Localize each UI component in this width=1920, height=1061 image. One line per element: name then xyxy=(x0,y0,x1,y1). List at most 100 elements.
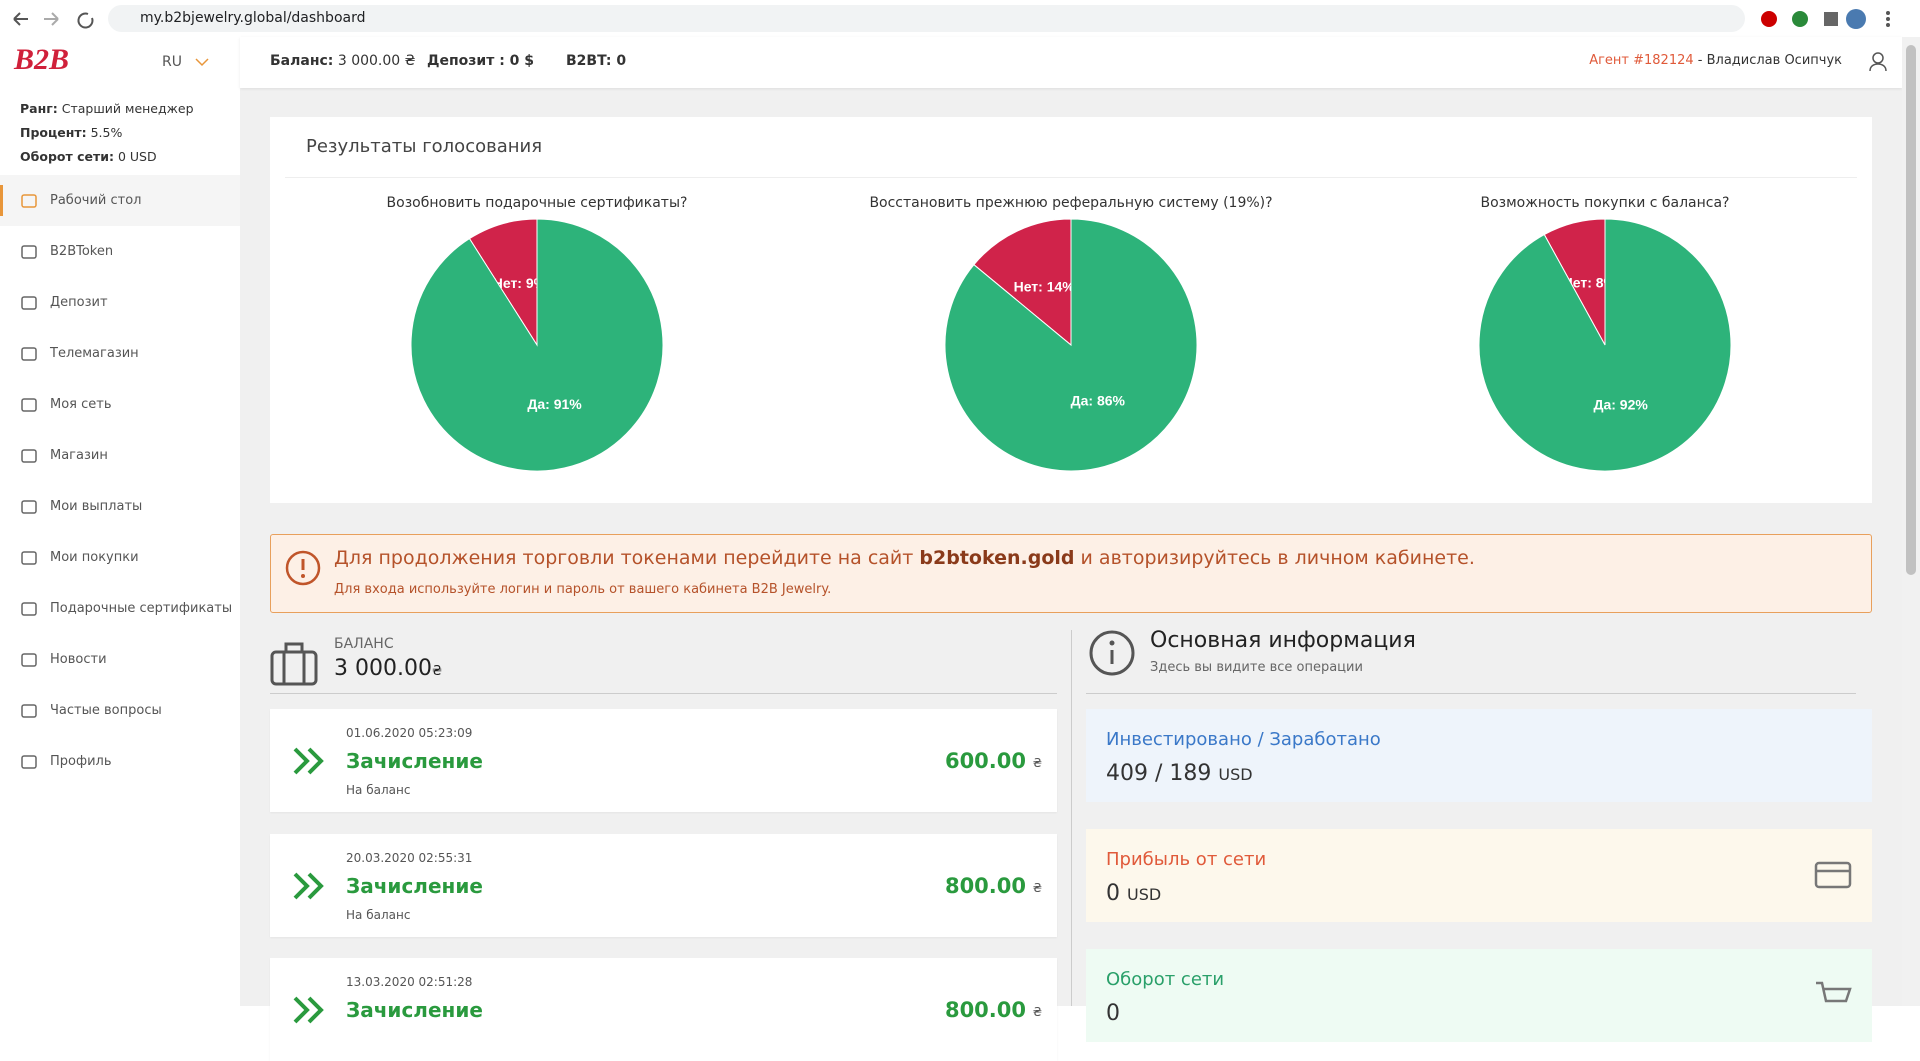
pie-title: Восстановить прежнюю реферальную систему… xyxy=(869,195,1272,211)
slice-label: Да: 92% xyxy=(1593,397,1648,413)
menu-label: Мои покупки xyxy=(50,550,139,565)
balance-amount: 3 000.00₴ xyxy=(334,656,442,681)
menu-item[interactable]: Рабочий стол xyxy=(0,175,240,226)
user[interactable]: Агент #182124 - Владислав Осипчук xyxy=(1589,53,1842,68)
deposit[interactable]: Депозит : 0 $ xyxy=(427,53,535,69)
menu-icon xyxy=(21,347,37,361)
menu-item[interactable]: Моя сеть xyxy=(0,379,240,430)
extensions[interactable] xyxy=(1760,8,1900,30)
info-title: Основная информация xyxy=(1150,628,1416,653)
menu-icon xyxy=(21,296,37,310)
balance-value: 3 000.00 xyxy=(334,656,432,681)
tx-subtitle: На баланс xyxy=(346,783,411,797)
stat-value: 5.5% xyxy=(90,125,123,140)
notice-text-before: Для продолжения торговли токенами перейд… xyxy=(334,547,914,569)
menu-item[interactable]: Подарочные сертификаты xyxy=(0,583,240,634)
card-icon xyxy=(1816,981,1852,1003)
menu-item[interactable]: Депозит xyxy=(0,277,240,328)
slice-label: Да: 86% xyxy=(1071,393,1126,409)
stat-value: 0 USD xyxy=(117,149,157,164)
transaction: 13.03.2020 02:51:28 Зачисление 800.00 ₴ xyxy=(270,958,1057,1061)
nav-buttons[interactable] xyxy=(10,8,95,30)
address-bar[interactable]: my.b2bjewelry.global/dashboard xyxy=(108,5,1745,32)
tx-title: Зачисление xyxy=(346,998,483,1022)
transaction: 20.03.2020 02:55:31 Зачисление На баланс 80… xyxy=(270,834,1057,937)
logo[interactable]: B2B xyxy=(14,43,70,76)
divider xyxy=(1071,630,1072,1006)
arrow-icon xyxy=(293,872,324,900)
unit: USD xyxy=(1218,765,1253,784)
menu-icon xyxy=(21,449,37,463)
pie-slice xyxy=(1478,218,1732,472)
notice-link[interactable]: b2btoken.gold xyxy=(919,547,1075,569)
menu-item[interactable]: Новости xyxy=(0,634,240,685)
transaction: 01.06.2020 05:23:09 Зачисление На баланс 60… xyxy=(270,709,1057,812)
top-bar: Баланс: 3 000.00 ₴ Депозит : 0 $ B2BT: 0… xyxy=(240,37,1902,88)
tx-currency: ₴ xyxy=(1032,756,1042,770)
b2bt: B2BT: 0 xyxy=(566,53,627,69)
user-icon[interactable] xyxy=(1868,51,1888,73)
menu-icon xyxy=(21,653,37,667)
slice-label: Да: 91% xyxy=(527,396,582,412)
notice-text: Для продолжения торговли токенами перейд… xyxy=(334,547,1475,569)
stats: Ранг: Старший менеджер Процент: 5.5% Оборо… xyxy=(20,97,194,169)
balance: Баланс: 3 000.00 ₴ xyxy=(270,53,415,69)
notice: Для продолжения торговли токенами перейд… xyxy=(270,534,1872,613)
pie-slice xyxy=(944,218,1198,472)
menu-item[interactable]: Частые вопросы xyxy=(0,685,240,736)
balance-icon xyxy=(270,642,318,686)
agent: Агент #182124 xyxy=(1589,53,1694,68)
tx-title: Зачисление xyxy=(346,749,483,773)
tx-subtitle: На баланс xyxy=(346,908,411,922)
stat-label: Оборот сети: xyxy=(20,149,114,164)
language[interactable]: RU xyxy=(162,54,182,70)
divider xyxy=(1086,693,1856,694)
menu-icon xyxy=(21,500,37,514)
info-card-title: Прибыль от сети xyxy=(1106,849,1267,870)
scroll-thumb[interactable] xyxy=(1906,45,1916,575)
menu-label: Новости xyxy=(50,652,107,667)
balance-label: БАЛАНС xyxy=(334,636,394,652)
menu-icon xyxy=(21,755,37,769)
menu-label: Частые вопросы xyxy=(50,703,162,718)
menu-label: Рабочий стол xyxy=(50,193,142,208)
tx-date: 01.06.2020 05:23:09 xyxy=(346,726,473,740)
menu-icon xyxy=(21,551,37,565)
pie-slice xyxy=(973,218,1072,347)
menu-label: Депозит xyxy=(50,295,108,310)
notice-text-after: и авторизируйтесь в личном кабинете. xyxy=(1080,547,1475,569)
votes-card: Результаты голосования Возобновить подар… xyxy=(270,117,1872,503)
divider xyxy=(285,177,1857,178)
menu-label: Моя сеть xyxy=(50,397,112,412)
tx-currency: ₴ xyxy=(1032,1005,1042,1019)
menu-item[interactable]: Магазин xyxy=(0,430,240,481)
info-icon xyxy=(1089,630,1135,676)
stat-label: Процент: xyxy=(20,125,87,140)
menu-icon xyxy=(21,704,37,718)
balance-label: Баланс: xyxy=(270,53,334,69)
active-marker xyxy=(0,185,3,216)
tx-amount: 800.00 xyxy=(944,998,1026,1022)
menu-label: Мои выплаты xyxy=(50,499,143,514)
tx-date: 20.03.2020 02:55:31 xyxy=(346,851,473,865)
info-card: Оборот сети 0 xyxy=(1086,949,1872,1042)
menu-item[interactable]: Мои выплаты xyxy=(0,481,240,532)
info-subtitle: Здесь вы видите все операции xyxy=(1150,660,1363,675)
menu-item[interactable]: Телемагазин xyxy=(0,328,240,379)
menu-icon xyxy=(21,245,37,259)
user-name: - Владислав Осипчук xyxy=(1693,53,1842,68)
menu-label: Телемагазин xyxy=(50,346,139,361)
menu-icon xyxy=(21,398,37,412)
stat-row: Оборот сети: 0 USD xyxy=(20,145,194,169)
card-title: Результаты голосования xyxy=(306,136,543,157)
stat-value: Старший менеджер xyxy=(61,101,194,116)
menu-item[interactable]: B2BToken xyxy=(0,226,240,277)
info-card: Прибыль от сети 0 USD xyxy=(1086,829,1872,922)
menu-item[interactable]: Профиль xyxy=(0,736,240,787)
page: my.b2bjewelry.global/dashboard B2B RU Ра… xyxy=(0,5,1920,1042)
menu-label: Профиль xyxy=(50,754,112,769)
menu-item[interactable]: Мои покупки xyxy=(0,532,240,583)
unit: USD xyxy=(1127,885,1162,904)
scrollbar[interactable] xyxy=(1902,37,1920,1006)
value: 409 / 189 xyxy=(1106,761,1212,786)
